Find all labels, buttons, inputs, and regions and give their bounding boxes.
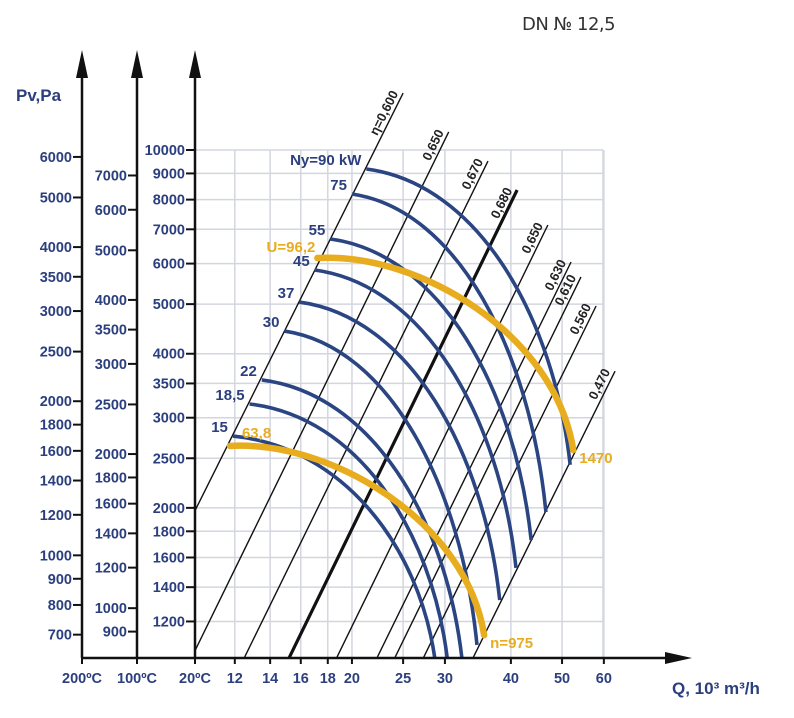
x-tick-label: 16 (293, 671, 309, 687)
y-tick-label: 2000 (153, 501, 185, 517)
y-tick-label: 10000 (145, 143, 185, 159)
x-tick-label: 12 (227, 671, 243, 687)
y-tick-label: 3500 (95, 323, 127, 339)
y-tick-label: 9000 (153, 166, 185, 182)
y-tick-label: 5000 (95, 243, 127, 259)
y-tick-label: 3500 (40, 270, 72, 286)
y-tick-label: 3000 (40, 304, 72, 320)
efficiency-line (243, 160, 489, 659)
efficiency-line (376, 261, 572, 659)
chart-title: DN № 12,5 (522, 14, 615, 35)
y-tick-label: 1600 (95, 497, 127, 513)
y-axis-arrow-icon (189, 50, 201, 78)
efficiency-line (194, 131, 450, 651)
x-tick-label: 18 (320, 671, 336, 687)
y-tick-label: 5000 (153, 297, 185, 313)
y-tick-label: 3500 (153, 376, 185, 392)
efficiency-line (335, 224, 549, 659)
power-curve-label: 45 (293, 253, 310, 270)
y-tick-label: 1000 (40, 548, 72, 564)
speed-curve-start-label: U=96,2 (267, 239, 316, 256)
x-tick-label: 40 (503, 671, 519, 687)
y-tick-label: 1000 (95, 601, 127, 617)
y-axis-arrow-icon (131, 50, 143, 78)
y-tick-label: 2500 (153, 451, 185, 467)
speed-curve-end-label: 1470 (579, 450, 612, 467)
y-tick-label: 2000 (40, 394, 72, 410)
y-tick-label: 1200 (95, 561, 127, 577)
y-tick-label: 1200 (40, 508, 72, 524)
y-tick-label: 1200 (153, 614, 185, 630)
x-axis-label: Q, 10³ m³/h (672, 679, 760, 698)
power-curve-label: 18,5 (215, 387, 244, 404)
power-curve (249, 402, 449, 659)
y-tick-label: 6000 (153, 257, 185, 273)
y-tick-label: 2000 (95, 447, 127, 463)
temperature-axis-label: 20ºC (179, 671, 211, 687)
speed-curve (226, 442, 488, 639)
power-curve-label: 22 (240, 363, 257, 380)
power-curve (314, 268, 518, 569)
power-curve-label: Ny=90 kW (290, 152, 362, 169)
y-tick-label: 4000 (95, 293, 127, 309)
power-curve (351, 192, 548, 513)
power-curve (232, 434, 437, 659)
y-tick-label: 6000 (40, 150, 72, 166)
y-tick-label: 1600 (153, 550, 185, 566)
speed-curves: U=96,2 1470 63,8 n=975 (226, 239, 613, 652)
power-curve (261, 378, 464, 659)
y-axis-arrow-icon (76, 50, 88, 78)
efficiency-line (194, 92, 404, 511)
y-tick-label: 1800 (95, 470, 127, 486)
y-tick-label: 2500 (40, 345, 72, 361)
y-tick-label: 700 (48, 628, 72, 644)
speed-curve (314, 254, 577, 454)
efficiency-line (472, 370, 616, 659)
y-tick-label: 1400 (40, 474, 72, 490)
x-tick-label: 60 (596, 671, 612, 687)
temperature-axis-label: 100ºC (117, 671, 157, 687)
y-axis-label: Pv,Pa (16, 86, 62, 105)
y-tick-label: 7000 (153, 222, 185, 238)
y-tick-label: 1800 (153, 524, 185, 540)
efficiency-label: η=0,600 (366, 88, 401, 138)
y-tick-label: 4000 (40, 240, 72, 256)
power-curve-label: 37 (278, 285, 295, 302)
y-tick-label: 1400 (153, 580, 185, 596)
y-tick-label: 3000 (153, 411, 185, 427)
y-tick-label: 900 (48, 572, 72, 588)
efficiency-line (394, 276, 582, 659)
y-tick-label: 5000 (40, 190, 72, 206)
power-curve-label: 55 (309, 222, 326, 239)
power-curve (299, 300, 502, 601)
y-tick-label: 800 (48, 598, 72, 614)
axes: 12 14 16 18 20 25 30 40 50 60 6000 5000 4000 3500 3000… (40, 50, 692, 687)
temperature-axis-label: 200ºC (62, 671, 102, 687)
power-curve-label: 15 (211, 419, 228, 436)
x-tick-label: 50 (554, 671, 570, 687)
power-curve-label: 75 (330, 177, 347, 194)
x-axis-arrow-icon (665, 652, 692, 664)
x-tick-label: 20 (344, 671, 360, 687)
y-tick-label: 1600 (40, 444, 72, 460)
y-tick-label: 8000 (153, 193, 185, 209)
y-tick-label: 6000 (95, 203, 127, 219)
speed-curve-end-label: n=975 (490, 635, 533, 652)
y-tick-label: 1400 (95, 526, 127, 542)
y-tick-label: 900 (103, 625, 127, 641)
x-tick-label: 14 (262, 671, 278, 687)
power-curves: Ny=90 kW 75 55 45 37 30 22 18,5 15 (211, 152, 572, 659)
y-tick-label: 3000 (95, 357, 127, 373)
y-tick-label: 4000 (153, 347, 185, 363)
y-tick-label: 7000 (95, 168, 127, 184)
power-curve (330, 237, 533, 541)
y-tick-label: 1800 (40, 418, 72, 434)
efficiency-line (287, 189, 519, 659)
x-tick-label: 30 (437, 671, 453, 687)
power-curve-label: 30 (263, 314, 280, 331)
y-tick-label: 2500 (95, 397, 127, 413)
speed-curve-start-label: 63,8 (242, 425, 271, 442)
x-tick-label: 25 (395, 671, 411, 687)
